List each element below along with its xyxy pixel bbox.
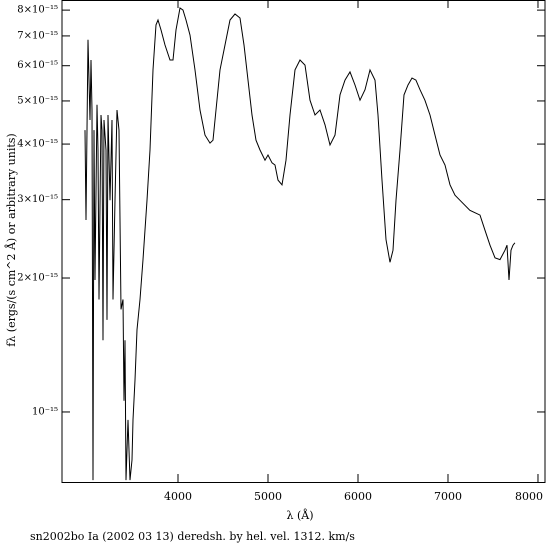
y-tick-label: 3×10⁻¹⁵ — [17, 194, 58, 205]
spectrum-line — [84, 7, 516, 481]
y-tick-label: 10⁻¹⁵ — [32, 406, 58, 417]
y-tick-label: 4×10⁻¹⁵ — [17, 139, 58, 150]
y-tick-label: 2×10⁻¹⁵ — [17, 273, 58, 284]
y-axis-label: fλ (ergs/(s cm^2 Å) or arbitrary units) — [4, 133, 18, 346]
x-axis-label: λ (Å) — [287, 508, 314, 522]
x-tick-label: 7000 — [434, 490, 462, 503]
x-tick-label: 8000 — [515, 490, 543, 503]
x-tick-label: 5000 — [254, 490, 282, 503]
y-tick-label: 7×10⁻¹⁵ — [17, 30, 58, 41]
x-tick-label: 4000 — [164, 490, 192, 503]
y-tick-label: 5×10⁻¹⁵ — [17, 95, 58, 106]
x-tick-label: 6000 — [344, 490, 372, 503]
y-tick-label: 6×10⁻¹⁵ — [17, 60, 58, 71]
plot-frame — [61, 0, 546, 483]
footer: sn2002bo Ia (2002 03 13) deredsh. by hel… — [30, 530, 355, 543]
y-tick-label: 8×10⁻¹⁵ — [17, 5, 58, 16]
